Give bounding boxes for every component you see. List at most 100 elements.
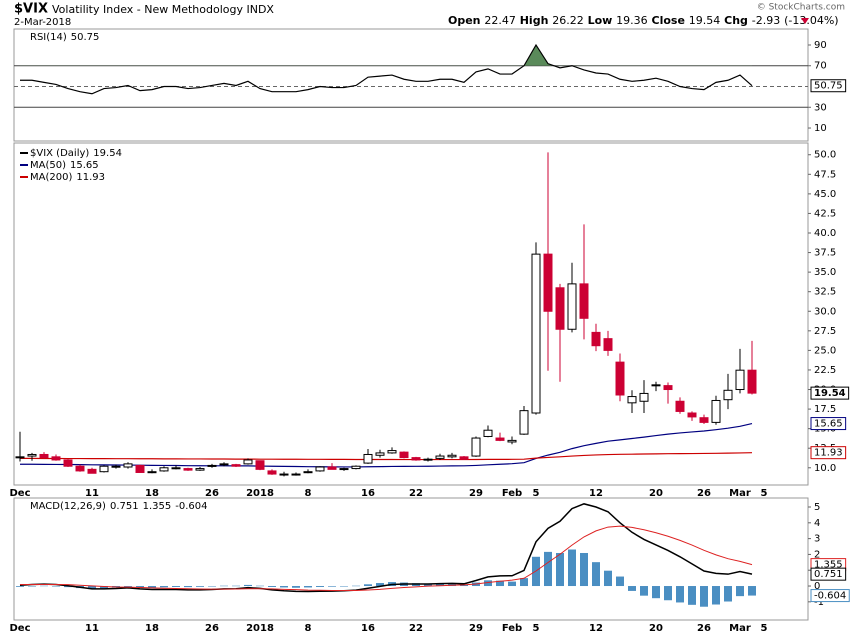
last-value-box [810,386,850,400]
moving-average [20,422,753,468]
candle-body [627,396,637,404]
last-value-label: 15.65 [814,419,843,430]
candle-body [351,465,361,470]
candle-body [27,453,37,457]
histogram-bar [208,586,216,587]
candle-body [399,451,409,459]
y-tick-label: 47.5 [814,169,836,180]
candle-body [663,385,673,391]
legend-name: MA(200) [30,172,72,183]
legend-value: 19.54 [93,148,122,159]
candle-body [687,412,697,418]
last-value-label: -0.604 [814,591,846,602]
x-tick-label: 5 [533,488,540,499]
histogram-bar [424,583,432,587]
x-tick-label: 22 [409,488,423,499]
histogram-bar [628,586,636,591]
histogram-bar [124,586,132,587]
x-tick-label: 11 [85,623,99,633]
candle-body [327,466,337,470]
close-value: 19.54 [689,14,721,27]
open-value: 22.47 [484,14,516,27]
y-tick-label: 25.0 [814,345,836,356]
panel-frame [13,497,809,621]
histogram-bar [340,586,348,587]
macd-line [20,525,753,591]
y-tick-label: 2 [814,549,820,560]
histogram-bar [748,586,756,596]
x-tick-label: 26 [697,488,711,499]
x-tick-label: Feb [502,623,522,633]
histogram-bar [352,585,360,587]
x-tick-label: 11 [85,488,99,499]
histogram-bar [16,586,24,587]
x-tick-label: 12 [589,488,603,499]
y-tick-label: 4 [814,518,820,529]
histogram-bar [184,586,192,588]
y-tick-label: 3 [814,534,820,545]
x-tick-label: Dec [9,623,30,633]
candle-body [591,331,601,347]
candle-body [639,392,649,402]
candle-body [99,465,109,473]
candle-body [555,287,565,330]
y-tick-label: 5 [814,502,820,513]
candle-body [711,399,721,423]
candle-body [567,283,577,330]
histogram-bar [304,586,312,588]
x-tick-label: 26 [205,623,219,633]
x-tick-label: Feb [502,488,522,499]
x-tick-label: 2018 [246,488,274,499]
legend-value: 15.65 [70,160,99,171]
candle-body [315,466,325,472]
high-label: High [520,14,549,27]
histogram-bar [520,578,528,587]
x-tick-label: 8 [305,623,312,633]
down-arrow [801,18,809,24]
histogram-bar [724,586,732,602]
candle-body [15,456,25,459]
x-tick-label: Mar [729,623,751,633]
histogram-bar [280,586,288,588]
high-value: 26.22 [552,14,584,27]
last-value-label: 19.54 [814,388,846,399]
candle-body [375,452,385,456]
last-value-label: 50.75 [814,81,843,92]
x-tick-label: 2018 [246,623,274,633]
copyright: © StockCharts.com [757,3,845,13]
legend-name: $VIX (Daily) [30,148,89,159]
chg-label: Chg [724,14,748,27]
candle-body [255,460,265,470]
panel-frame [13,28,809,142]
candle-body [231,464,241,467]
histogram-bar [736,586,744,597]
candle-body [135,464,145,473]
y-tick-label: 30 [814,102,827,113]
candle-body [87,468,97,474]
last-value-box [810,79,847,93]
y-tick-label: 10 [814,123,827,134]
candle-body [195,468,205,471]
legend-name: MACD(12,26,9) [30,501,106,512]
x-tick-label: 12 [589,623,603,633]
x-tick-label: 29 [469,488,483,499]
histogram-bar [28,586,36,587]
legend-name: MA(50) [30,160,66,171]
chg-value: -2.93 [752,14,780,27]
quote: Open 22.47 High 26.22 Low 19.36 Close 19… [448,14,839,27]
legend-value: 0.751 [110,501,139,512]
histogram-bar [688,586,696,605]
y-tick-label: 42.5 [814,208,836,219]
y-tick-label: 90 [814,40,827,51]
chg-pct: (-13.04%) [784,14,839,27]
candle-body [159,467,169,472]
candle-body [507,439,517,443]
x-tick-label: 16 [361,488,375,499]
legend-value: 11.93 [76,172,105,183]
histogram-bar [256,585,264,587]
histogram-bar [568,549,576,587]
candle-body [531,253,541,414]
histogram-bar [496,580,504,587]
security-name: Volatility Index - New Methodology INDX [52,3,274,16]
panel-frame [13,142,809,486]
